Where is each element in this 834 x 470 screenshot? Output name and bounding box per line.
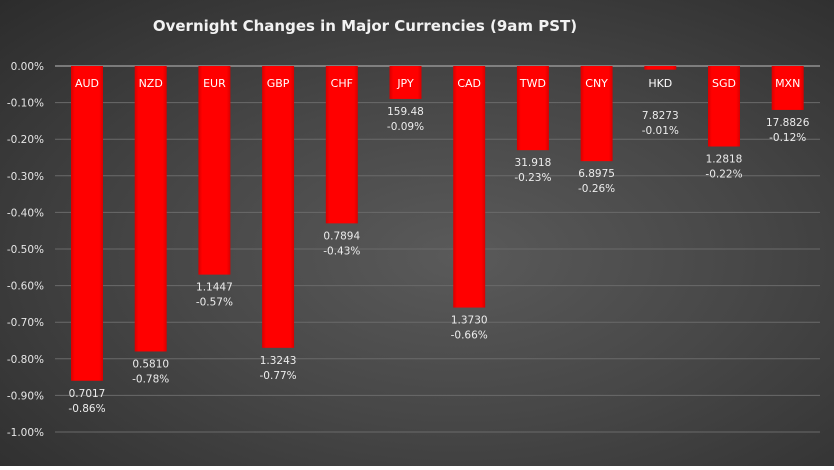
- bar-nzd: [134, 66, 167, 352]
- category-label: EUR: [203, 77, 226, 90]
- y-tick-label: -0.90%: [7, 390, 44, 402]
- y-tick-label: -0.50%: [7, 244, 44, 256]
- rate-label: 17.8826: [766, 117, 810, 129]
- bar-cny: [580, 66, 613, 162]
- y-tick-label: -0.10%: [7, 98, 44, 110]
- y-tick-label: -0.30%: [7, 171, 44, 183]
- value-label: -0.23%: [514, 172, 551, 184]
- chart-title: Overnight Changes in Major Currencies (9…: [153, 17, 577, 35]
- y-tick-label: -0.80%: [7, 354, 44, 366]
- y-tick-label: -1.00%: [7, 427, 44, 439]
- value-label: -0.26%: [578, 183, 615, 195]
- value-label: -0.57%: [196, 297, 233, 309]
- bar-hkd: [644, 66, 677, 70]
- value-label: -0.77%: [260, 370, 297, 382]
- category-label: SGD: [712, 77, 736, 90]
- value-label: -0.12%: [769, 132, 806, 144]
- rate-label: 0.5810: [132, 358, 169, 370]
- category-label: GBP: [267, 77, 290, 90]
- bar-sgd: [708, 66, 740, 147]
- category-label: JPY: [396, 77, 414, 90]
- category-label: MXN: [775, 77, 800, 90]
- rate-label: 1.1447: [196, 282, 233, 294]
- bar-gbp: [262, 66, 295, 348]
- value-label: -0.43%: [323, 245, 360, 257]
- value-label: -0.01%: [642, 125, 679, 137]
- rate-label: 1.3243: [260, 355, 297, 367]
- bar-mxn: [771, 66, 804, 110]
- bar-eur: [198, 66, 231, 275]
- category-label: CHF: [331, 77, 353, 90]
- value-label: -0.09%: [387, 121, 424, 133]
- bar-aud: [71, 66, 103, 381]
- y-tick-label: -0.60%: [7, 281, 44, 293]
- rate-label: 0.7017: [69, 388, 106, 400]
- rate-label: 0.7894: [323, 230, 360, 242]
- category-label: NZD: [139, 77, 163, 90]
- rate-label: 1.2818: [706, 154, 743, 166]
- y-tick-label: -0.40%: [7, 207, 44, 219]
- category-label: AUD: [75, 77, 99, 90]
- value-label: -0.78%: [132, 373, 169, 385]
- bar-cad: [453, 66, 486, 308]
- category-label: HKD: [648, 77, 672, 90]
- rate-label: 7.8273: [642, 110, 679, 122]
- rate-label: 31.918: [515, 157, 552, 169]
- rate-label: 6.8975: [578, 168, 615, 180]
- rate-label: 1.3730: [451, 315, 488, 327]
- value-label: -0.86%: [68, 403, 105, 415]
- y-tick-label: -0.20%: [7, 134, 44, 146]
- bar-chf: [325, 66, 358, 224]
- bar-jpy: [389, 66, 422, 99]
- category-label: TWD: [519, 77, 546, 90]
- rate-label: 159.48: [387, 106, 424, 118]
- y-tick-label: 0.00%: [11, 61, 44, 73]
- category-label: CNY: [585, 77, 608, 90]
- value-label: -0.22%: [705, 169, 742, 181]
- category-label: CAD: [457, 77, 481, 90]
- bar-twd: [516, 66, 549, 151]
- value-label: -0.66%: [451, 330, 488, 342]
- y-tick-label: -0.70%: [7, 317, 44, 329]
